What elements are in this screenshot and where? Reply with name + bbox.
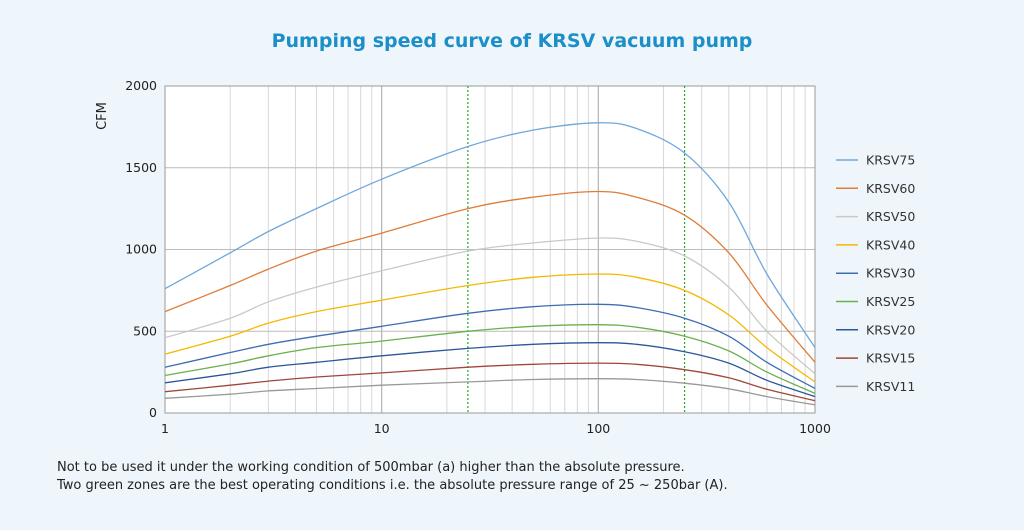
series-line-krsv60 (164, 190, 816, 363)
series-line-krsv30 (164, 303, 816, 390)
legend: KRSV75 KRSV60 KRSV50 KRSV40 KRSV30 KRSV25 KRSV… (836, 153, 915, 394)
legend-label: KRSV25 (866, 294, 915, 309)
y-tick-label: 1500 (125, 160, 157, 175)
series-line-krsv75 (164, 122, 816, 348)
legend-label: KRSV50 (866, 209, 915, 224)
legend-label: KRSV15 (866, 351, 915, 366)
y-tick-label: 1000 (125, 242, 157, 257)
footnotes: Not to be used it under the working cond… (57, 459, 728, 495)
legend-label: KRSV40 (866, 237, 915, 252)
legend-label: KRSV60 (866, 181, 915, 196)
footnote-line-2: Two green zones are the best operating c… (57, 478, 728, 493)
series-line-krsv11 (164, 378, 816, 406)
legend-label: KRSV11 (866, 379, 915, 394)
x-tick-label: 1 (161, 421, 169, 436)
legend-label: KRSV30 (866, 266, 915, 281)
y-tick-label: 2000 (125, 78, 157, 93)
series-line-krsv20 (164, 342, 816, 398)
grid (164, 85, 816, 414)
y-axis-label: CFM (95, 102, 110, 130)
y-axis-ticks: 0 500 1000 1500 2000 (125, 78, 157, 420)
footnote-line-1: Not to be used it under the working cond… (57, 460, 685, 475)
legend-label: KRSV20 (866, 322, 915, 337)
series-line-krsv40 (164, 273, 816, 383)
x-axis-ticks: 1 10 100 1000 (161, 421, 831, 436)
series-line-krsv25 (164, 324, 816, 394)
chart-title: Pumping speed curve of KRSV vacuum pump (271, 30, 753, 52)
legend-label: KRSV75 (866, 153, 915, 168)
series-line-krsv15 (164, 362, 816, 402)
series-lines (164, 122, 816, 406)
y-tick-label: 500 (133, 323, 157, 338)
plot-border (164, 85, 816, 414)
series-line-krsv50 (164, 237, 816, 375)
x-tick-label: 100 (586, 421, 610, 436)
x-tick-label: 10 (374, 421, 390, 436)
reference-lines (467, 86, 686, 413)
x-tick-label: 1000 (799, 421, 831, 436)
y-tick-label: 0 (149, 405, 157, 420)
